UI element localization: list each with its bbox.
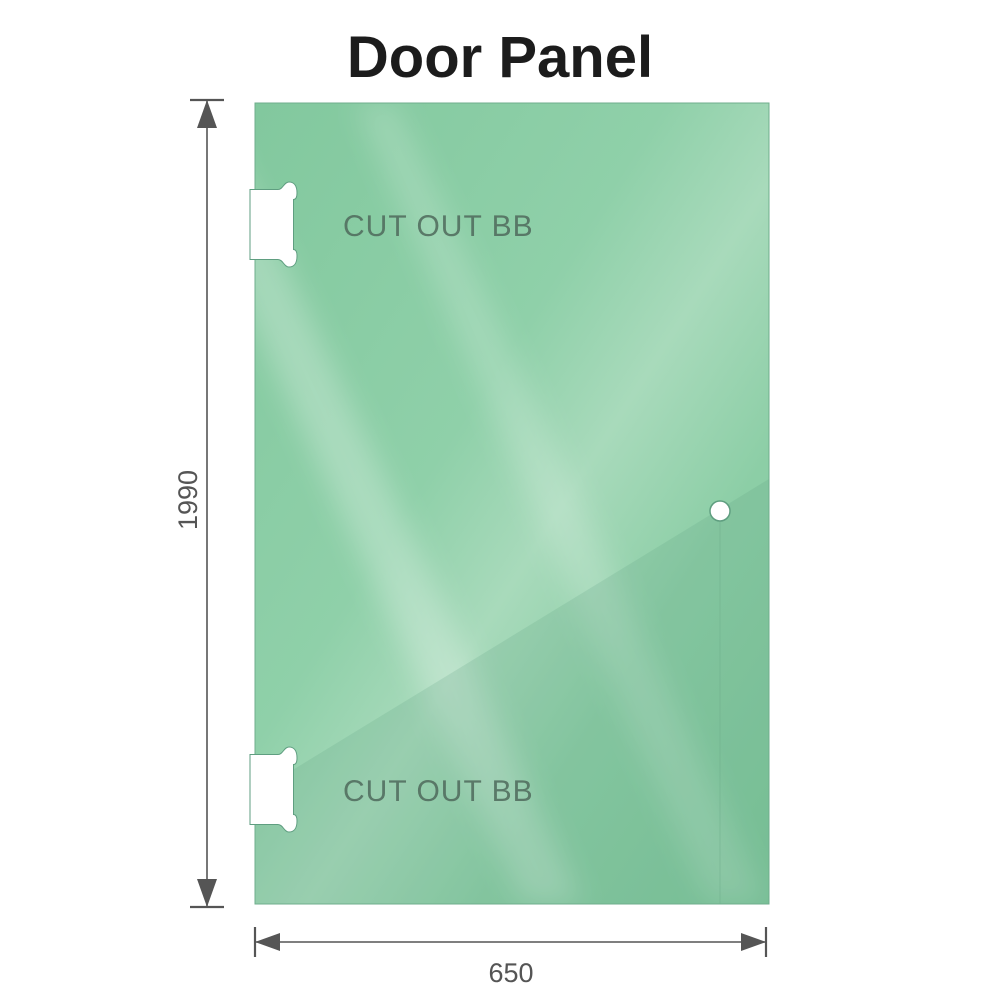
svg-text:CUT OUT BB: CUT OUT BB xyxy=(343,775,534,808)
svg-text:1990: 1990 xyxy=(173,470,203,530)
svg-text:CUT OUT BB: CUT OUT BB xyxy=(343,210,534,243)
svg-text:650: 650 xyxy=(488,958,533,988)
